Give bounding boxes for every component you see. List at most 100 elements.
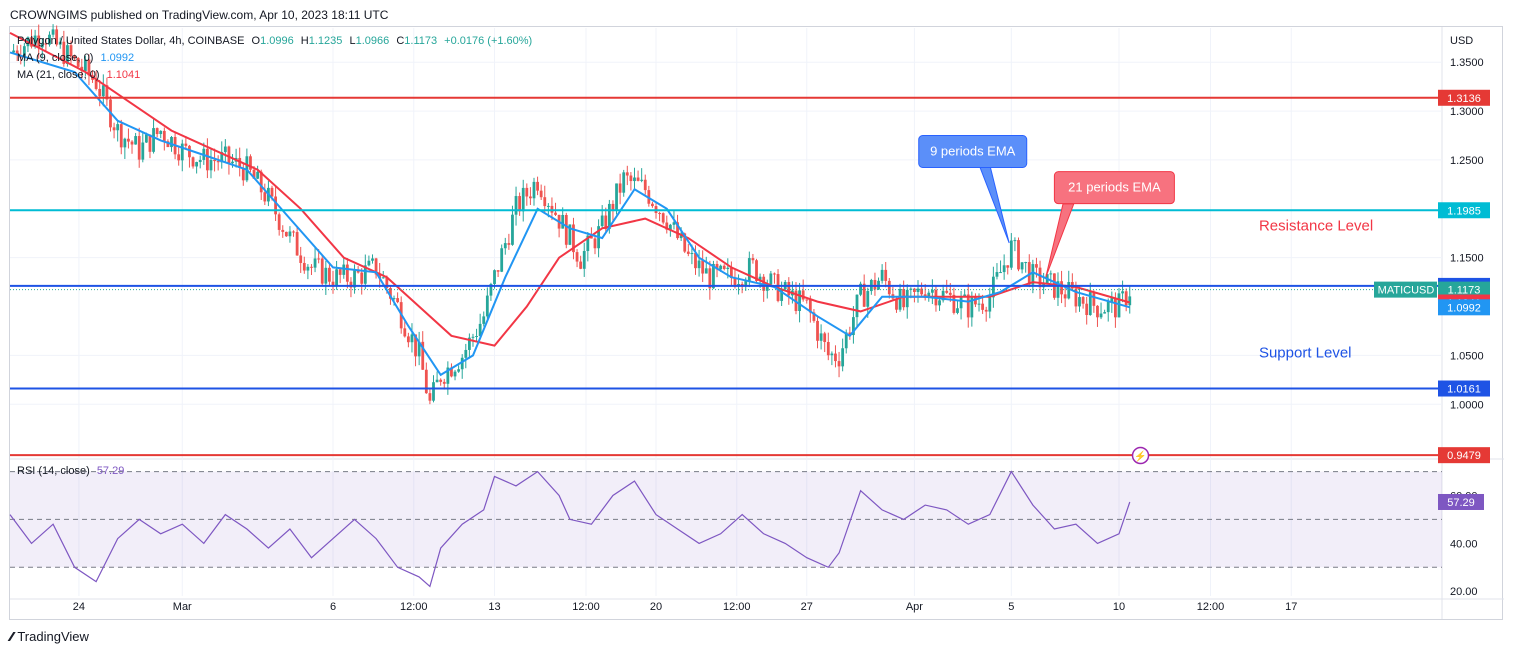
candle-body <box>1074 288 1078 307</box>
candle-body <box>712 263 715 289</box>
time-tick-label: 6 <box>330 601 336 613</box>
candle-body <box>521 187 525 212</box>
candle-body <box>787 281 791 296</box>
candle-body <box>916 288 920 292</box>
time-tick-label: 12:00 <box>400 601 428 613</box>
candle-body <box>356 270 360 273</box>
candle-body <box>751 258 755 261</box>
candle-body <box>324 267 328 284</box>
candle-body <box>83 59 87 72</box>
candle-body <box>1020 262 1024 270</box>
level-badge <box>1438 89 1490 106</box>
candle-body <box>259 171 263 193</box>
candle-body <box>385 277 389 288</box>
candle-body <box>905 289 909 308</box>
candle-body <box>844 332 848 349</box>
candle-body <box>643 179 647 191</box>
candle-body <box>460 357 464 370</box>
candle-body <box>328 267 331 282</box>
candle-body <box>866 291 870 307</box>
candle-body <box>406 336 410 343</box>
candle-body <box>98 88 102 97</box>
candle-body <box>834 353 837 362</box>
candle-body <box>414 334 417 357</box>
symbol-badge <box>1374 281 1437 298</box>
candle-body <box>590 235 593 239</box>
candle-body <box>389 287 392 299</box>
tradingview-brand: TradingView <box>17 629 89 644</box>
time-tick-label: 12:00 <box>1197 601 1225 613</box>
candle-body <box>572 224 575 253</box>
ma9-badge-label: 1.0992 <box>1447 302 1481 314</box>
candle-body <box>119 124 123 148</box>
candle-body <box>435 379 439 383</box>
candle-body <box>1067 282 1071 299</box>
candle-body <box>920 288 923 295</box>
candle-body <box>180 143 184 161</box>
candle-body <box>841 348 845 367</box>
candle-body <box>729 267 733 278</box>
candle-body <box>948 292 952 295</box>
candle-body <box>353 270 356 288</box>
candle-body <box>704 268 708 274</box>
candle-body <box>496 270 500 272</box>
candle-body <box>342 264 346 275</box>
rsi-badge-label: 57.29 <box>1447 497 1475 509</box>
candle-body <box>485 295 489 317</box>
candle-body <box>162 130 166 142</box>
time-tick-label: Apr <box>906 601 923 613</box>
candle-body <box>930 289 934 293</box>
candle-body <box>30 37 33 47</box>
candle-body <box>956 308 959 313</box>
candle-body <box>44 43 48 45</box>
legend-symbol: Polygon / United States Dollar, 4h, COIN… <box>17 35 245 47</box>
candle-body <box>360 272 364 284</box>
candle-body <box>1103 312 1107 314</box>
candle-body <box>22 46 26 58</box>
candle-body <box>144 134 148 143</box>
candle-body <box>403 328 407 337</box>
candle-body <box>277 214 281 230</box>
candle-body <box>58 41 62 45</box>
candle-body <box>48 34 51 45</box>
ema21-callout-label: 21 periods EMA <box>1068 180 1161 195</box>
candle-body <box>432 382 435 401</box>
candle-body <box>758 276 762 281</box>
ema9-callout-label: 9 periods EMA <box>930 144 1016 159</box>
tradingview-logo[interactable]: ⁄⁄ TradingView <box>10 629 89 644</box>
candle-body <box>959 296 963 309</box>
candle-body <box>417 341 421 357</box>
candle-body <box>274 196 277 215</box>
candle-body <box>808 299 812 313</box>
candle-body <box>991 276 995 298</box>
candle-body <box>615 183 618 211</box>
candle-body <box>607 203 611 230</box>
candle-body <box>561 214 565 229</box>
candle-body <box>205 148 209 171</box>
candle-body <box>374 258 378 275</box>
candle-body <box>442 381 446 384</box>
legend-rsi-value: 57.29 <box>96 465 125 477</box>
candle-body <box>622 172 626 193</box>
candle-body <box>148 134 152 152</box>
candle-body <box>719 265 723 270</box>
candle-body <box>744 281 748 286</box>
candle-body <box>209 159 213 171</box>
support-level-label: Support Level <box>1259 344 1352 361</box>
candle-body <box>984 309 988 312</box>
level-badge-label: 1.1985 <box>1447 205 1481 217</box>
candle-body <box>697 260 701 269</box>
legend-close-label: C <box>396 35 405 47</box>
candle-body <box>216 161 220 163</box>
candle-body <box>769 273 773 285</box>
candle-body <box>898 289 902 310</box>
candle-body <box>331 281 335 287</box>
time-tick-label: 20 <box>650 601 662 613</box>
candle-body <box>658 213 662 215</box>
candle-body <box>302 262 306 271</box>
candle-body <box>76 58 80 67</box>
candle-body <box>345 264 349 282</box>
candle-body <box>141 142 145 160</box>
legend-low: 1.0966 <box>355 35 390 47</box>
